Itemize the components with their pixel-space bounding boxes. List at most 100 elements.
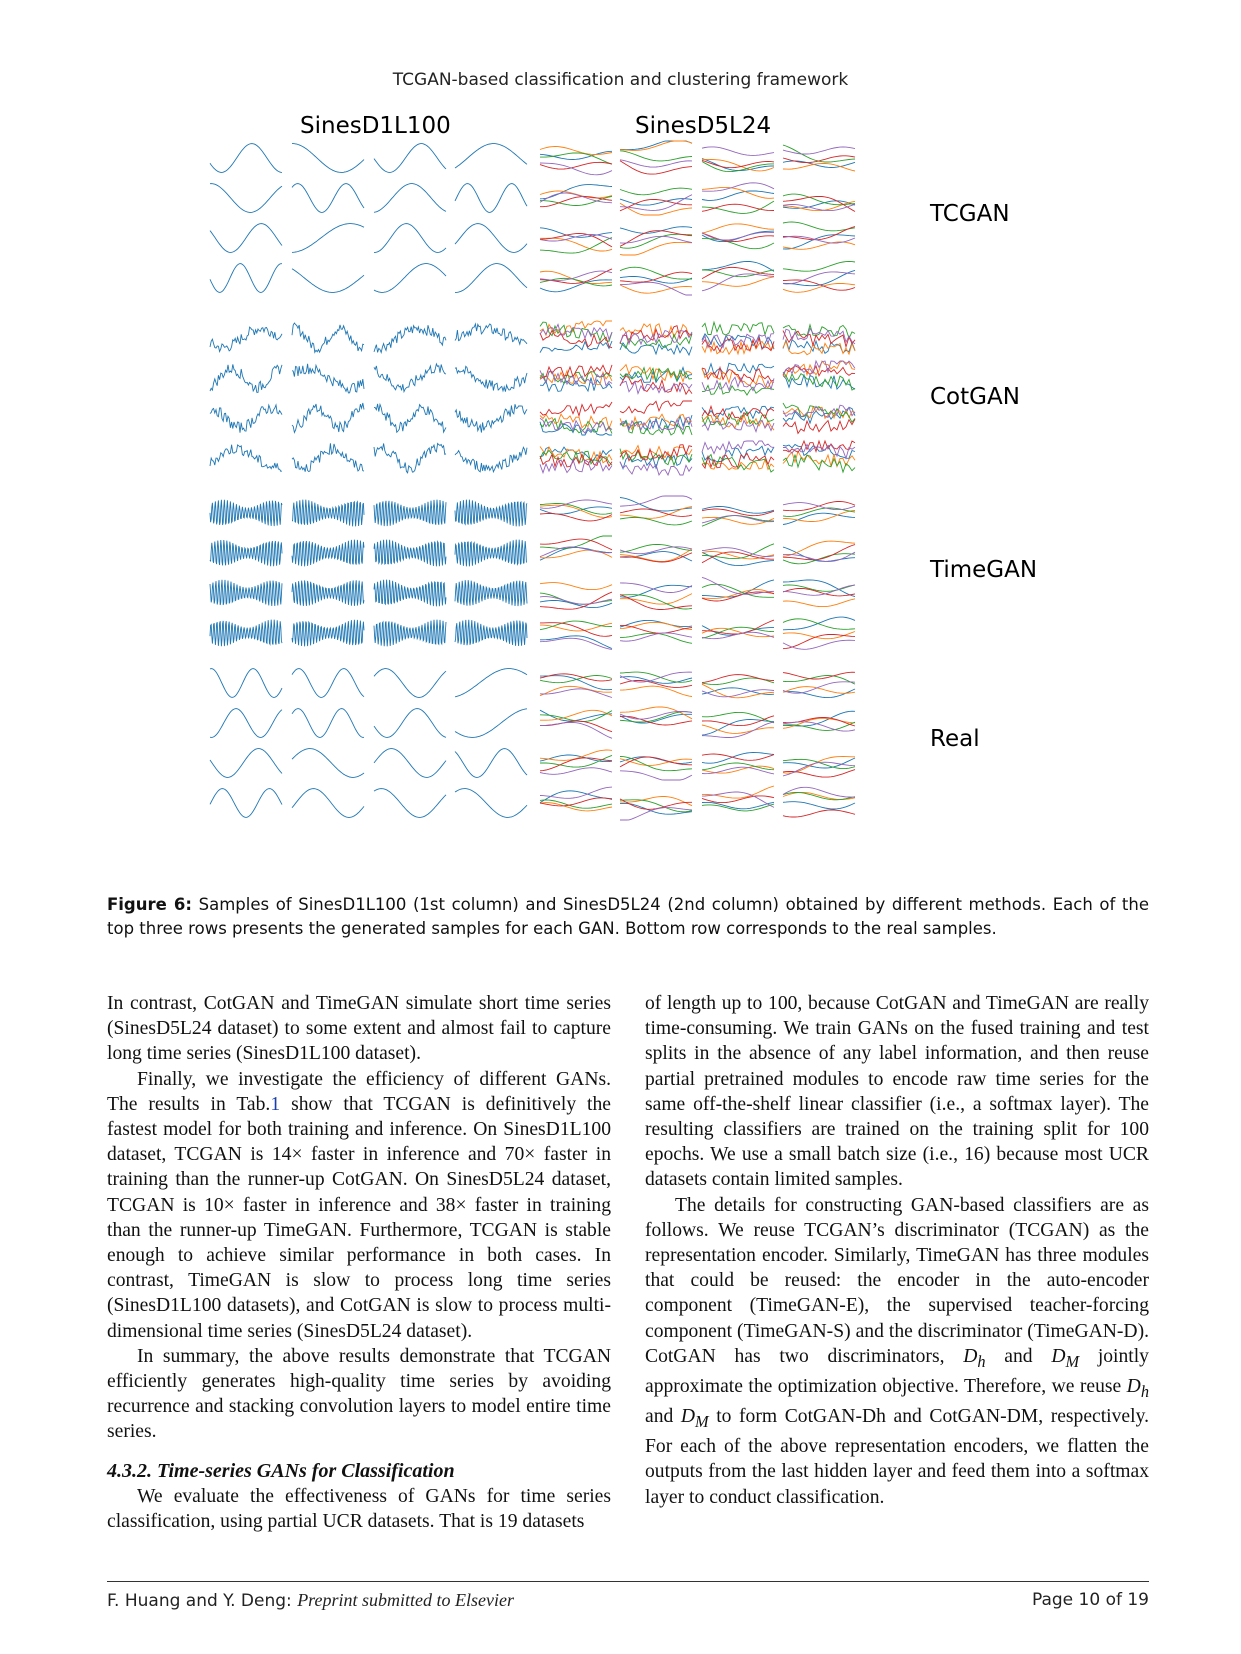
sample-line bbox=[619, 685, 693, 697]
sample-line bbox=[701, 711, 775, 724]
sample-line bbox=[619, 584, 693, 598]
sample-line bbox=[619, 366, 693, 384]
sample-line bbox=[619, 375, 693, 396]
sample-line bbox=[619, 140, 693, 151]
sample-line bbox=[782, 163, 856, 172]
text-run: to form CotGAN-Dh and CotGAN-DM, respect… bbox=[645, 1406, 1149, 1508]
sample-line bbox=[291, 668, 365, 698]
sample-line bbox=[701, 715, 775, 727]
sample-line bbox=[539, 790, 613, 803]
sample-line bbox=[209, 668, 283, 698]
sample-line bbox=[782, 510, 856, 522]
sample-line bbox=[701, 276, 775, 287]
sample-line bbox=[701, 516, 775, 525]
sample-line bbox=[539, 547, 613, 561]
sample-line bbox=[539, 591, 613, 610]
footer-page-number: Page 10 of 19 bbox=[1031, 1590, 1149, 1610]
sample-line bbox=[619, 333, 693, 350]
sample-line bbox=[619, 271, 693, 283]
sample-line bbox=[209, 708, 283, 738]
sample-line bbox=[701, 591, 775, 602]
sample-line bbox=[539, 754, 613, 768]
sample-line bbox=[619, 676, 693, 684]
sample-line bbox=[539, 364, 613, 380]
sample-line bbox=[701, 411, 775, 427]
sample-line bbox=[619, 276, 693, 284]
sample-line bbox=[701, 724, 775, 734]
sample-line bbox=[539, 270, 613, 281]
sample-line bbox=[783, 551, 856, 562]
sample-line bbox=[620, 140, 693, 151]
sample-line bbox=[291, 223, 365, 253]
sample-line bbox=[619, 325, 693, 345]
paragraph: In contrast, CotGAN and TimeGAN simulate… bbox=[107, 993, 611, 1065]
sample-line bbox=[291, 268, 365, 293]
sample-line bbox=[782, 584, 856, 592]
paragraph-efficiency: Finally, we investigate the efficiency o… bbox=[107, 1067, 611, 1344]
text-run: The details for constructing GAN-based c… bbox=[645, 1194, 1149, 1367]
sample-line bbox=[619, 546, 693, 555]
sample-line bbox=[619, 329, 693, 346]
sample-line bbox=[291, 580, 365, 606]
sample-line bbox=[782, 756, 855, 774]
sample-line bbox=[619, 552, 693, 563]
sample-line bbox=[374, 402, 447, 434]
section-heading: 4.3.2. Time-series GANs for Classificati… bbox=[107, 1459, 455, 1482]
caption-label: Figure 6: bbox=[107, 895, 193, 914]
sample-line bbox=[701, 631, 775, 640]
sample-line bbox=[619, 758, 693, 766]
sample-line bbox=[209, 499, 283, 527]
sample-line bbox=[619, 548, 693, 562]
math-dm: DM bbox=[680, 1406, 709, 1431]
sample-line bbox=[209, 183, 283, 213]
sample-line bbox=[539, 596, 613, 605]
sample-line bbox=[782, 373, 856, 391]
sample-line bbox=[702, 721, 775, 738]
sample-line bbox=[373, 668, 447, 698]
sample-line bbox=[701, 333, 775, 349]
sample-line bbox=[539, 162, 613, 176]
sample-line bbox=[209, 403, 283, 433]
sample-line bbox=[701, 159, 775, 169]
sample-line bbox=[782, 402, 856, 424]
sample-line bbox=[539, 802, 613, 812]
sample-line bbox=[209, 539, 283, 567]
sample-line bbox=[782, 579, 856, 598]
sample-line bbox=[782, 758, 856, 770]
sample-line bbox=[701, 551, 775, 560]
sample-line bbox=[701, 719, 775, 736]
sample-line bbox=[209, 579, 283, 607]
sample-line bbox=[701, 508, 775, 517]
running-header: TCGAN-based classification and clusterin… bbox=[392, 70, 849, 90]
sample-line bbox=[619, 448, 693, 467]
sample-line bbox=[782, 721, 856, 732]
sample-line bbox=[782, 404, 856, 418]
sample-line bbox=[782, 144, 856, 163]
sample-line bbox=[540, 152, 613, 165]
column-title-sinesd5l24: SinesD5L24 bbox=[635, 113, 772, 139]
math-dh: Dh bbox=[1126, 1375, 1149, 1401]
sample-line bbox=[619, 495, 693, 507]
sample-line bbox=[619, 341, 693, 357]
sample-line bbox=[454, 143, 528, 169]
sample-line bbox=[782, 282, 856, 293]
sample-line bbox=[619, 632, 693, 642]
sample-line bbox=[701, 683, 775, 699]
sample-line bbox=[539, 786, 613, 799]
sample-line bbox=[619, 715, 693, 726]
sample-line bbox=[782, 584, 856, 596]
sample-line bbox=[701, 576, 775, 595]
sample-line bbox=[291, 183, 365, 213]
sample-line bbox=[539, 146, 613, 155]
sample-line bbox=[539, 369, 613, 385]
sample-line bbox=[701, 803, 775, 812]
sample-line bbox=[209, 364, 283, 393]
sample-line bbox=[782, 234, 856, 250]
table-ref-link[interactable]: 1 bbox=[270, 1093, 281, 1115]
sample-line bbox=[620, 807, 693, 821]
sample-line bbox=[539, 192, 613, 204]
sample-line bbox=[539, 754, 613, 763]
sample-line bbox=[701, 547, 775, 557]
sample-line bbox=[701, 362, 775, 376]
row-label-real: Real bbox=[930, 726, 980, 752]
